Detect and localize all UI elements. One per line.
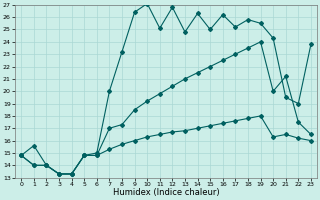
X-axis label: Humidex (Indice chaleur): Humidex (Indice chaleur): [113, 188, 220, 197]
